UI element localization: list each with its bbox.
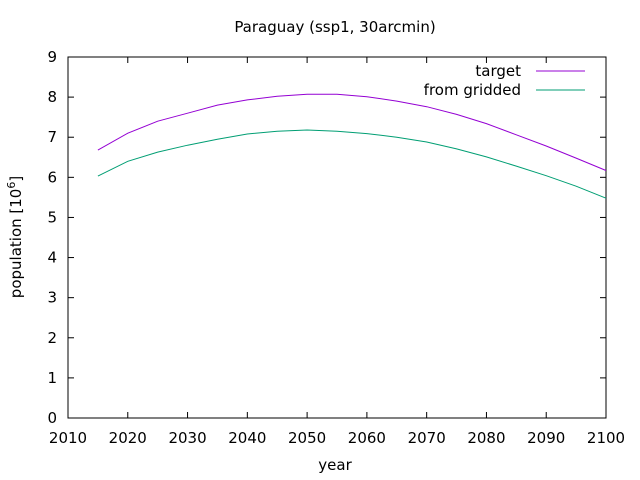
plot-frame	[67, 56, 607, 419]
y-axis-label-exponent: 6	[5, 182, 18, 189]
x-tick-label: 2090	[527, 429, 565, 447]
chart-title: Paraguay (ssp1, 30arcmin)	[234, 18, 435, 36]
series-line-from-gridded	[97, 129, 607, 199]
y-axis-label-suffix: ]	[7, 176, 25, 182]
x-tick-label: 2020	[109, 429, 147, 447]
y-tick-label: 5	[47, 208, 57, 226]
y-tick-label: 8	[47, 88, 57, 106]
legend-label: target	[475, 62, 521, 80]
x-tick-label: 2010	[49, 429, 87, 447]
y-axis-label-prefix: population [10	[7, 189, 25, 299]
x-axis: 2010 2020 2030 2040 2050 2060 2070 2080 2090 2100	[49, 57, 625, 447]
y-tick-label: 3	[47, 289, 57, 307]
y-tick-label: 9	[47, 48, 57, 66]
y-tick-label: 6	[47, 168, 57, 186]
y-tick-label: 4	[47, 249, 57, 267]
series-lines	[97, 93, 607, 199]
x-tick-label: 2100	[587, 429, 625, 447]
y-tick-label: 7	[47, 128, 57, 146]
legend-label: from gridded	[424, 81, 521, 99]
series-line-target	[97, 93, 607, 171]
plot-area	[67, 56, 607, 419]
x-tick-label: 2060	[348, 429, 386, 447]
x-tick-label: 2040	[228, 429, 266, 447]
x-tick-label: 2080	[467, 429, 505, 447]
y-tick-label: 1	[47, 369, 57, 387]
x-tick-label: 2050	[288, 429, 326, 447]
y-axis: 0 1 2 3 4 5 6 7 8 9	[47, 48, 606, 427]
y-tick-label: 2	[47, 329, 57, 347]
x-tick-label: 2030	[168, 429, 206, 447]
y-axis-label: population [106]	[5, 176, 25, 298]
x-tick-label: 2070	[408, 429, 446, 447]
y-tick-label: 0	[47, 409, 57, 427]
x-axis-label: year	[318, 456, 352, 474]
